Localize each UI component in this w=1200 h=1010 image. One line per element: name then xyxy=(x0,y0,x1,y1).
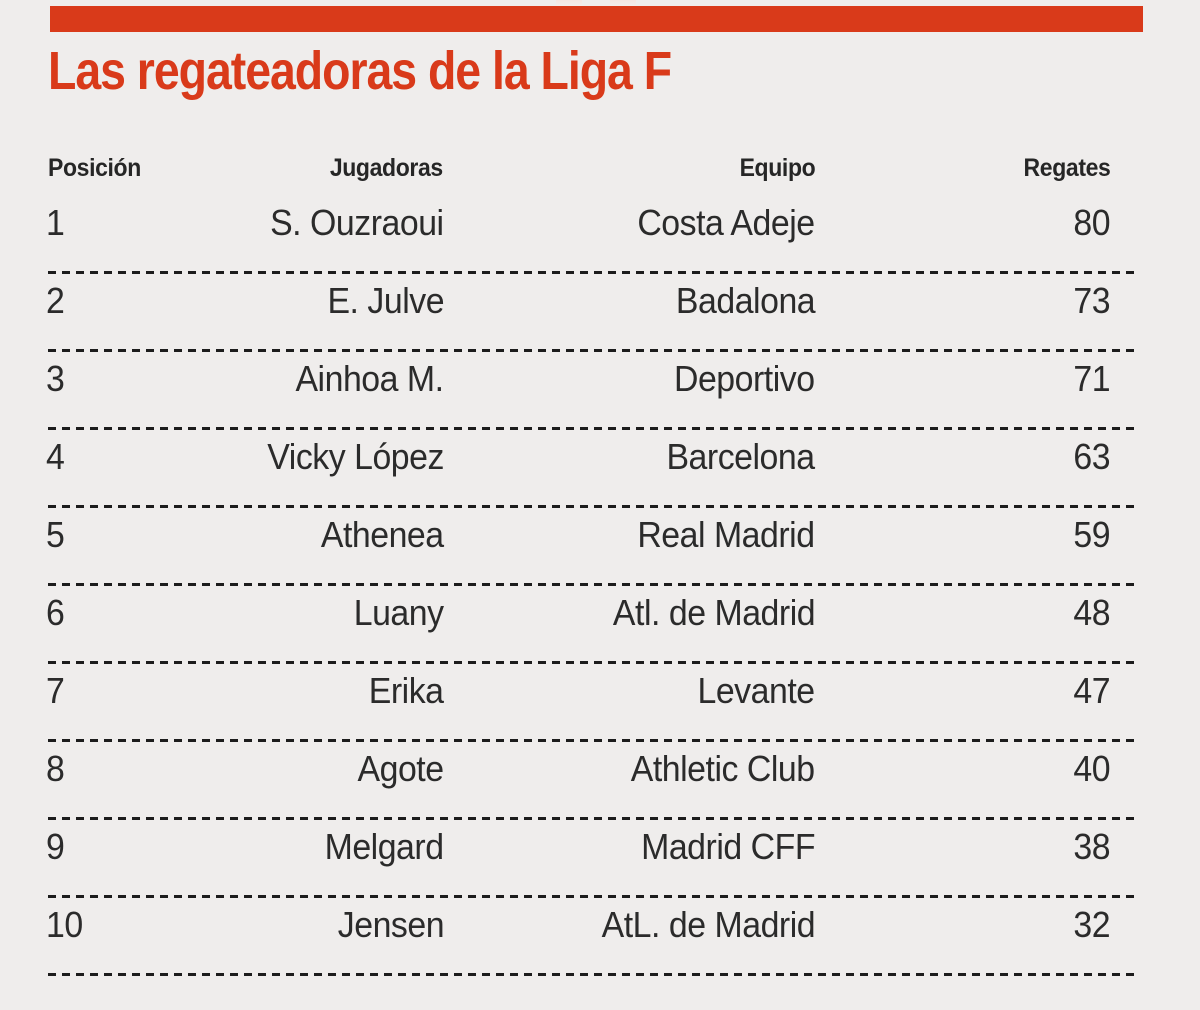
row-separator xyxy=(48,505,1140,508)
cell-dribbles: 32 xyxy=(1073,904,1110,945)
table-header-row: Posición Jugadoras Equipo Regates xyxy=(0,148,1200,196)
row-separator xyxy=(48,817,1140,820)
cell-player: Ainhoa M. xyxy=(295,358,445,399)
table-row: 10 Jensen AtL. de Madrid 32 xyxy=(0,898,1200,976)
cell-position: 3 xyxy=(46,358,65,399)
row-separator xyxy=(48,661,1140,664)
cell-position: 8 xyxy=(46,748,65,789)
cell-dribbles: 71 xyxy=(1073,358,1110,399)
cell-position: 9 xyxy=(46,826,65,867)
table-row: 1 S. Ouzraoui Costa Adeje 80 xyxy=(0,196,1200,274)
cell-player: Agote xyxy=(357,748,445,789)
accent-bar xyxy=(50,6,1143,32)
cell-dribbles: 73 xyxy=(1073,280,1110,321)
cell-dribbles: 40 xyxy=(1073,748,1110,789)
column-header-position: Posición xyxy=(48,154,141,182)
cell-team: Levante xyxy=(697,670,816,711)
table-row: 8 Agote Athletic Club 40 xyxy=(0,742,1200,820)
cell-team: Deportivo xyxy=(674,358,815,399)
cell-position: 6 xyxy=(46,592,65,633)
row-separator xyxy=(48,349,1140,352)
column-header-player: Jugadoras xyxy=(329,154,443,182)
cell-position: 1 xyxy=(46,202,65,243)
cell-team: AtL. de Madrid xyxy=(601,904,816,945)
cell-position: 10 xyxy=(46,904,83,945)
clipped-mark xyxy=(610,0,636,7)
cell-dribbles: 38 xyxy=(1073,826,1110,867)
row-separator xyxy=(48,271,1140,274)
cell-player: E. Julve xyxy=(327,280,444,321)
cell-player: Athenea xyxy=(321,514,444,555)
row-separator xyxy=(48,973,1140,976)
cell-player: Melgard xyxy=(325,826,444,867)
row-separator xyxy=(48,583,1140,586)
cell-team: Madrid CFF xyxy=(641,826,815,867)
table-row: 5 Athenea Real Madrid 59 xyxy=(0,508,1200,586)
column-header-team: Equipo xyxy=(739,154,815,182)
cell-position: 5 xyxy=(46,514,65,555)
cell-player: Jensen xyxy=(337,904,445,945)
cell-dribbles: 47 xyxy=(1073,670,1110,711)
cell-team: Badalona xyxy=(675,280,816,321)
cell-dribbles: 59 xyxy=(1073,514,1110,555)
table-row: 3 Ainhoa M. Deportivo 71 xyxy=(0,352,1200,430)
cell-team: Athletic Club xyxy=(631,748,815,789)
clipped-marks-above xyxy=(0,0,1200,8)
cell-team: Costa Adeje xyxy=(637,202,816,243)
cell-position: 2 xyxy=(46,280,65,321)
cell-dribbles: 80 xyxy=(1073,202,1110,243)
clipped-mark xyxy=(556,0,582,7)
cell-position: 4 xyxy=(46,436,65,477)
table-row: 2 E. Julve Badalona 73 xyxy=(0,274,1200,352)
cell-player: S. Ouzraoui xyxy=(270,202,444,243)
cell-position: 7 xyxy=(46,670,65,711)
cell-dribbles: 63 xyxy=(1073,436,1110,477)
cell-team: Real Madrid xyxy=(637,514,816,555)
table-row: 6 Luany Atl. de Madrid 48 xyxy=(0,586,1200,664)
table-row: 7 Erika Levante 47 xyxy=(0,664,1200,742)
table-row: 9 Melgard Madrid CFF 38 xyxy=(0,820,1200,898)
cell-dribbles: 48 xyxy=(1073,592,1110,633)
row-separator xyxy=(48,427,1140,430)
column-header-dribbles: Regates xyxy=(1023,154,1110,182)
table-row: 4 Vicky López Barcelona 63 xyxy=(0,430,1200,508)
row-separator xyxy=(48,739,1140,742)
rankings-table: Posición Jugadoras Equipo Regates 1 S. O… xyxy=(0,148,1200,976)
page-title: Las regateadoras de la Liga F xyxy=(48,41,672,101)
cell-player: Luany xyxy=(354,592,444,633)
cell-player: Erika xyxy=(369,670,444,711)
cell-player: Vicky López xyxy=(267,436,444,477)
cell-team: Atl. de Madrid xyxy=(612,592,816,633)
row-separator xyxy=(48,895,1140,898)
cell-team: Barcelona xyxy=(666,436,816,477)
